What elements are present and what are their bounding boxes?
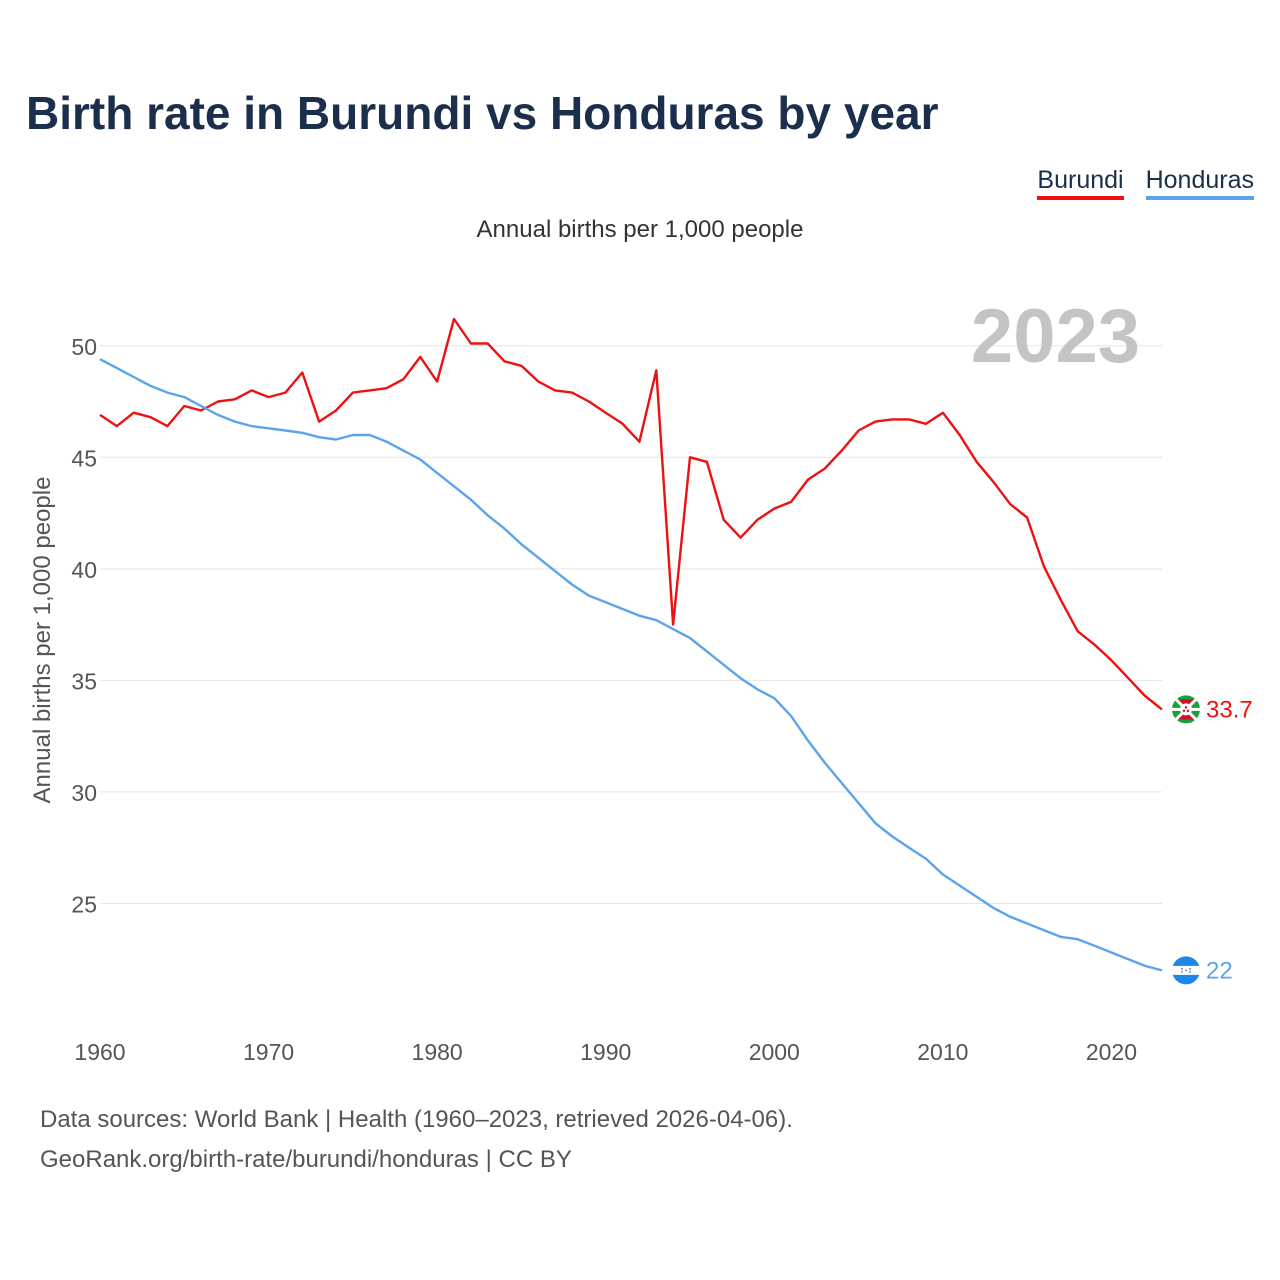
flag-star-5 (1189, 970, 1191, 973)
flag-star-4 (1181, 970, 1183, 973)
grid-lines (100, 345, 1162, 904)
end-label-burundi: 33.7 (1206, 696, 1253, 723)
credit-link[interactable]: GeoRank.org/birth-rate/burundi/honduras … (40, 1146, 572, 1173)
x-tick-label-2000: 2000 (749, 1039, 800, 1065)
flag-star-3 (1186, 709, 1190, 713)
series-line-honduras (99, 358, 1163, 972)
y-tick-label-40: 40 (71, 557, 97, 583)
flag-burundi-icon (1172, 695, 1200, 724)
line-chart: 2023 25 30 35 40 45 50 1960 1970 1980 1990 2000 20… (29, 294, 1253, 1065)
series-lines (99, 317, 1163, 972)
x-tick-label-2020: 2020 (1086, 1039, 1137, 1065)
y-tick-label-35: 35 (71, 668, 97, 694)
chart-title: Birth rate in Burundi vs Honduras by yea… (26, 87, 939, 139)
legend-item-burundi[interactable]: Burundi (1037, 166, 1124, 200)
x-tick-label-1970: 1970 (243, 1039, 294, 1065)
y-axis-title: Annual births per 1,000 people (29, 477, 56, 804)
flag-honduras-icon (1172, 956, 1200, 985)
y-tick-label-30: 30 (71, 780, 97, 806)
legend: Burundi Honduras (1037, 166, 1254, 200)
x-tick-label-1990: 1990 (580, 1039, 631, 1065)
x-tick-label-1960: 1960 (74, 1039, 125, 1065)
y-tick-label-50: 50 (71, 334, 97, 360)
y-tick-label-45: 45 (71, 445, 97, 471)
flag-star-3 (1185, 969, 1187, 972)
legend-item-honduras[interactable]: Honduras (1145, 166, 1254, 200)
flag-star-2 (1182, 709, 1186, 713)
y-axis: 25 30 35 40 45 50 (71, 334, 97, 918)
y-tick-label-25: 25 (71, 891, 97, 917)
current-year-label: 2023 (971, 294, 1140, 379)
data-source-note: Data sources: World Bank | Health (1960–… (40, 1106, 793, 1133)
end-markers: 33.7 22 (1172, 695, 1253, 985)
x-tick-label-2010: 2010 (917, 1039, 968, 1065)
series-line-burundi (99, 317, 1163, 711)
flag-star-1 (1184, 706, 1188, 709)
end-label-honduras: 22 (1206, 957, 1233, 984)
x-tick-label-1980: 1980 (412, 1039, 463, 1065)
x-axis: 1960 1970 1980 1990 2000 2010 2020 (74, 1039, 1137, 1065)
chart-subtitle: Annual births per 1,000 people (476, 216, 804, 243)
flag-star-1 (1181, 967, 1183, 970)
flag-star-2 (1189, 967, 1191, 970)
flag-center-disc (1180, 703, 1192, 716)
